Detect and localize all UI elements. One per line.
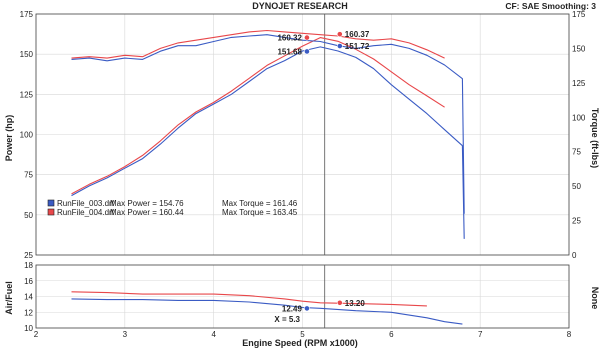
legend-swatch-run1 xyxy=(47,199,55,207)
airfuel-tick-label: 16 xyxy=(24,277,33,286)
main-marker-dot xyxy=(304,34,310,41)
torque-line-run2 xyxy=(71,29,445,59)
x-tick-label: 2 xyxy=(34,330,39,339)
y-axis-label-power: Power (hp) xyxy=(4,115,14,162)
chart-title: DYNOJET RESEARCH xyxy=(252,1,348,11)
power-line-run2 xyxy=(71,37,445,195)
y2-tick-label: 150 xyxy=(572,44,586,53)
legend: RunFile_003.drf Max Power = 154.76 Max T… xyxy=(47,199,298,217)
airfuel-line-run1 xyxy=(71,298,463,325)
y-tick-label: 100 xyxy=(20,131,34,140)
airfuel-tick-label: 10 xyxy=(24,324,33,333)
y2-tick-label: 25 xyxy=(572,217,581,226)
main-marker-label: 151.68 xyxy=(277,47,302,56)
airfuel-tick-label: 12 xyxy=(24,308,33,317)
y-tick-label: 75 xyxy=(24,171,33,180)
x-tick-label: 7 xyxy=(478,330,483,339)
main-plot-frame xyxy=(35,13,570,256)
y-tick-label: 25 xyxy=(24,251,33,260)
x-tick-label: 4 xyxy=(211,330,216,339)
y2-axis-label-torque: Torque (ft-lbs) xyxy=(590,108,600,168)
airfuel-line-run2 xyxy=(71,291,427,307)
y2-tick-label: 75 xyxy=(572,148,581,157)
legend-file-run2: RunFile_004.drf xyxy=(57,208,115,217)
y-tick-label: 125 xyxy=(20,90,34,99)
settings-label: CF: SAE Smoothing: 3 xyxy=(505,1,596,11)
x-axis-label: Engine Speed (RPM x1000) xyxy=(242,338,358,348)
legend-swatch-run2 xyxy=(47,208,55,216)
y-tick-label: 150 xyxy=(20,50,34,59)
y2-tick-label: 50 xyxy=(572,182,581,191)
legend-max-power-run2: Max Power = 160.44 xyxy=(110,208,184,217)
airfuel-tick-label: 18 xyxy=(24,261,33,270)
marker-layer: 160.32 151.68 160.37 151.72 12.49 13.20 xyxy=(277,30,369,313)
legend-max-torque-run1: Max Torque = 161.46 xyxy=(222,199,298,208)
x-tick-label: 6 xyxy=(389,330,394,339)
y2-axis-label-none: None xyxy=(590,287,600,310)
frame-layer xyxy=(35,13,570,329)
main-marker-dot xyxy=(336,31,343,38)
main-marker-dot xyxy=(336,43,343,49)
airfuel-plot-frame xyxy=(35,264,570,329)
airfuel-marker-dot xyxy=(304,305,310,312)
legend-max-power-run1: Max Power = 154.76 xyxy=(110,199,184,208)
tick-layer: 2 3 4 5 6 7 8 25 50 75 100 125 150 175 0 25 50 75 100 125 15… xyxy=(20,10,586,339)
legend-max-torque-run2: Max Torque = 163.45 xyxy=(222,208,298,217)
airfuel-marker-label: 13.20 xyxy=(345,299,366,308)
x-tick-label: 5 xyxy=(300,330,305,339)
main-marker-label: 160.32 xyxy=(277,34,302,43)
y-tick-label: 175 xyxy=(20,10,34,19)
y2-tick-label: 100 xyxy=(572,113,586,122)
main-marker-label: 151.72 xyxy=(345,42,370,51)
airfuel-marker-dot xyxy=(336,299,343,306)
main-marker-label: 160.37 xyxy=(345,30,370,39)
y-tick-label: 50 xyxy=(24,211,33,220)
airfuel-marker-label: 12.49 xyxy=(282,304,303,313)
cursor-readout: X = 5.3 xyxy=(274,315,300,324)
y2-tick-label: 175 xyxy=(572,10,586,19)
x-tick-label: 3 xyxy=(123,330,128,339)
main-marker-dot xyxy=(304,48,310,55)
legend-file-run1: RunFile_003.drf xyxy=(57,199,115,208)
torque-line-run1 xyxy=(71,34,465,214)
y-axis-label-airfuel: Air/Fuel xyxy=(4,281,14,315)
y2-tick-label: 0 xyxy=(572,251,577,260)
power-line-run1 xyxy=(71,46,465,239)
series-layer xyxy=(71,29,465,325)
x-tick-label: 8 xyxy=(567,330,572,339)
y2-tick-label: 125 xyxy=(572,79,586,88)
airfuel-tick-label: 14 xyxy=(24,293,33,302)
